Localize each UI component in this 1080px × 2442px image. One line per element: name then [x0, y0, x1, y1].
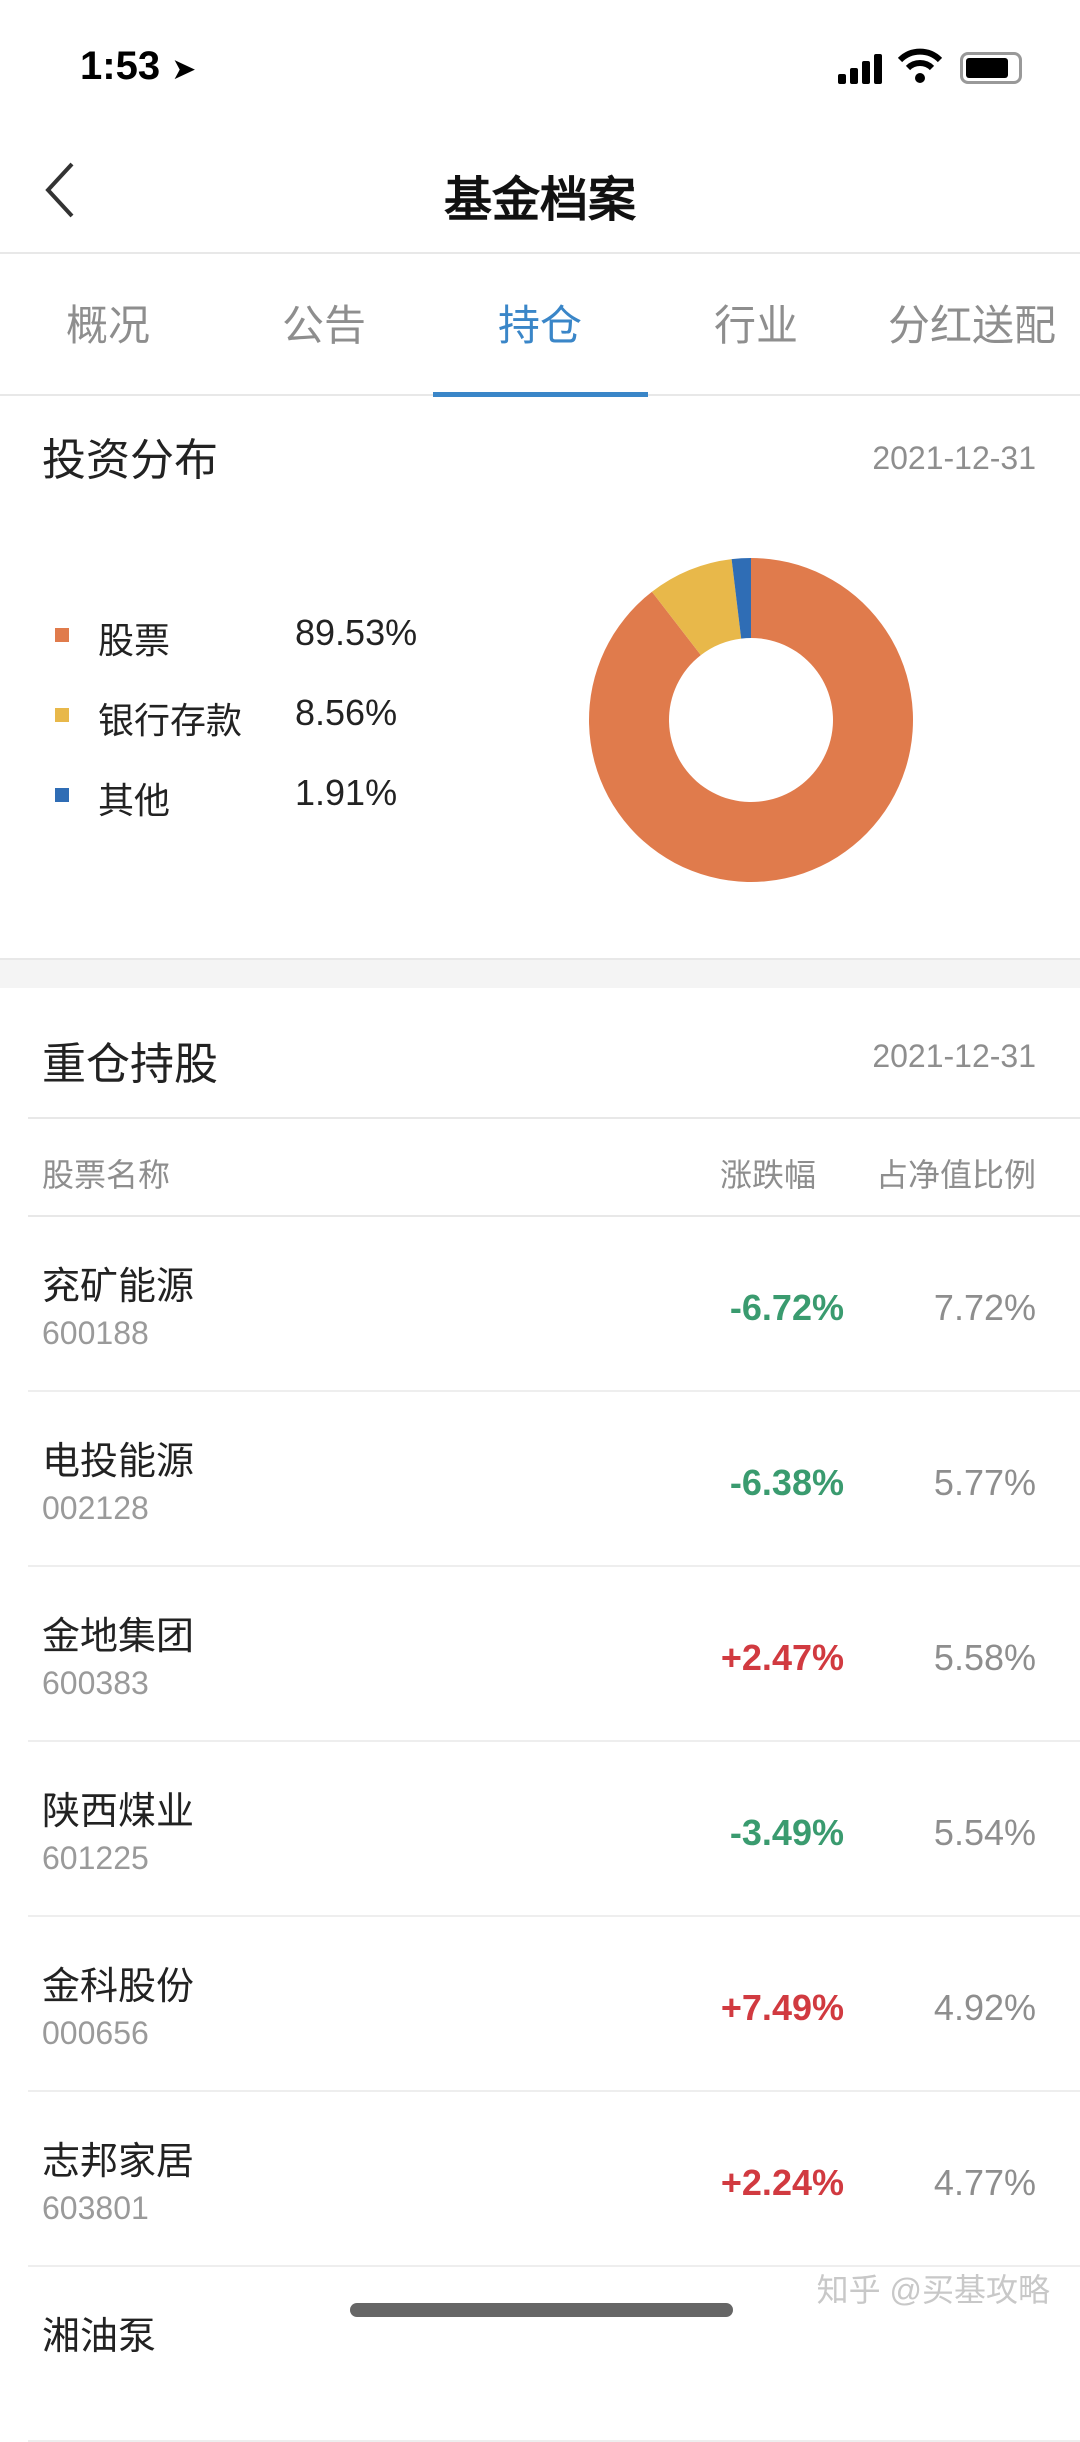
holding-row[interactable]: 陕西煤业 601225 -3.49% 5.54%	[28, 1742, 1080, 1917]
section-separator	[0, 958, 1080, 988]
signal-icon	[838, 52, 888, 84]
allocation-title: 投资分布	[42, 436, 218, 485]
stock-weight: 5.54%	[933, 1812, 1036, 1853]
stock-name: 金科股份	[42, 1966, 195, 2008]
battery-icon	[960, 52, 1022, 84]
stock-change: -3.49%	[729, 1812, 844, 1853]
legend-value: 1.91%	[295, 772, 398, 813]
holding-row[interactable]: 金科股份 000656 +7.49% 4.92%	[28, 1917, 1080, 2092]
column-header-weight: 占净值比例	[875, 1157, 1036, 1193]
stock-code: 601225	[42, 1840, 149, 1876]
legend-value: 8.56%	[295, 692, 398, 733]
stock-code: 603801	[42, 2190, 149, 2226]
tab-industry[interactable]: 行业	[713, 302, 798, 349]
tab-holdings[interactable]: 持仓	[497, 302, 582, 349]
location-icon: ➤	[171, 53, 197, 86]
legend-dot	[55, 788, 69, 802]
holding-row[interactable]: 兖矿能源 600188 -6.72% 7.72%	[28, 1217, 1080, 1392]
tab-overview[interactable]: 概况	[65, 302, 150, 349]
legend-label: 股票	[98, 620, 171, 661]
stock-weight: 4.77%	[933, 2162, 1036, 2203]
holding-row[interactable]: 金地集团 600383 +2.47% 5.58%	[28, 1567, 1080, 1742]
stock-weight: 7.72%	[933, 1287, 1036, 1328]
donut-slice-1	[651, 559, 742, 656]
stock-name: 陕西煤业	[42, 1791, 195, 1833]
stock-change: +7.49%	[720, 1987, 844, 2028]
allocation-donut-chart	[589, 558, 913, 882]
column-header-change: 涨跌幅	[719, 1157, 816, 1193]
stock-change: +2.24%	[720, 2162, 844, 2203]
stock-code: 600383	[42, 1665, 149, 1701]
active-tab-indicator	[433, 392, 648, 397]
stock-change: -6.38%	[729, 1462, 844, 1503]
tab-dividends[interactable]: 分红送配	[887, 302, 1056, 349]
stock-weight: 5.58%	[933, 1637, 1036, 1678]
holdings-title: 重仓持股	[42, 1040, 218, 1089]
stock-name: 志邦家居	[42, 2141, 195, 2183]
stock-code: 000656	[42, 2015, 149, 2051]
home-indicator[interactable]	[350, 2303, 733, 2317]
stock-name: 湘油泵	[42, 2316, 157, 2358]
status-time: 1:53 ➤	[80, 44, 197, 88]
allocation-date: 2021-12-31	[872, 440, 1036, 476]
stock-weight: 4.92%	[933, 1987, 1036, 2028]
legend-value: 89.53%	[295, 612, 418, 653]
stock-name: 电投能源	[42, 1441, 195, 1483]
stock-weight: 5.77%	[933, 1462, 1036, 1503]
stock-code: 002128	[42, 1490, 149, 1526]
wifi-icon	[897, 48, 943, 93]
tab-announcements[interactable]: 公告	[281, 302, 366, 349]
holding-row[interactable]: 志邦家居 603801 +2.24% 4.77%	[28, 2092, 1080, 2267]
back-button[interactable]	[40, 160, 80, 225]
column-header-name: 股票名称	[42, 1157, 171, 1193]
donut-slice-2	[731, 558, 751, 639]
stock-change: +2.47%	[720, 1637, 844, 1678]
holdings-date: 2021-12-31	[872, 1038, 1036, 1074]
legend-label: 其他	[98, 780, 171, 821]
stock-name: 兖矿能源	[42, 1266, 195, 1308]
stock-name: 金地集团	[42, 1616, 195, 1658]
watermark: 知乎 @买基攻略	[816, 2272, 1050, 2308]
holding-row[interactable]: 电投能源 002128 -6.38% 5.77%	[28, 1392, 1080, 1567]
legend-dot	[55, 628, 69, 642]
stock-change: -6.72%	[729, 1287, 844, 1328]
stock-code: 600188	[42, 1315, 149, 1351]
legend-label: 银行存款	[98, 700, 243, 741]
legend-dot	[55, 708, 69, 722]
page-title: 基金档案	[443, 174, 636, 227]
donut-slice-0	[589, 558, 913, 882]
